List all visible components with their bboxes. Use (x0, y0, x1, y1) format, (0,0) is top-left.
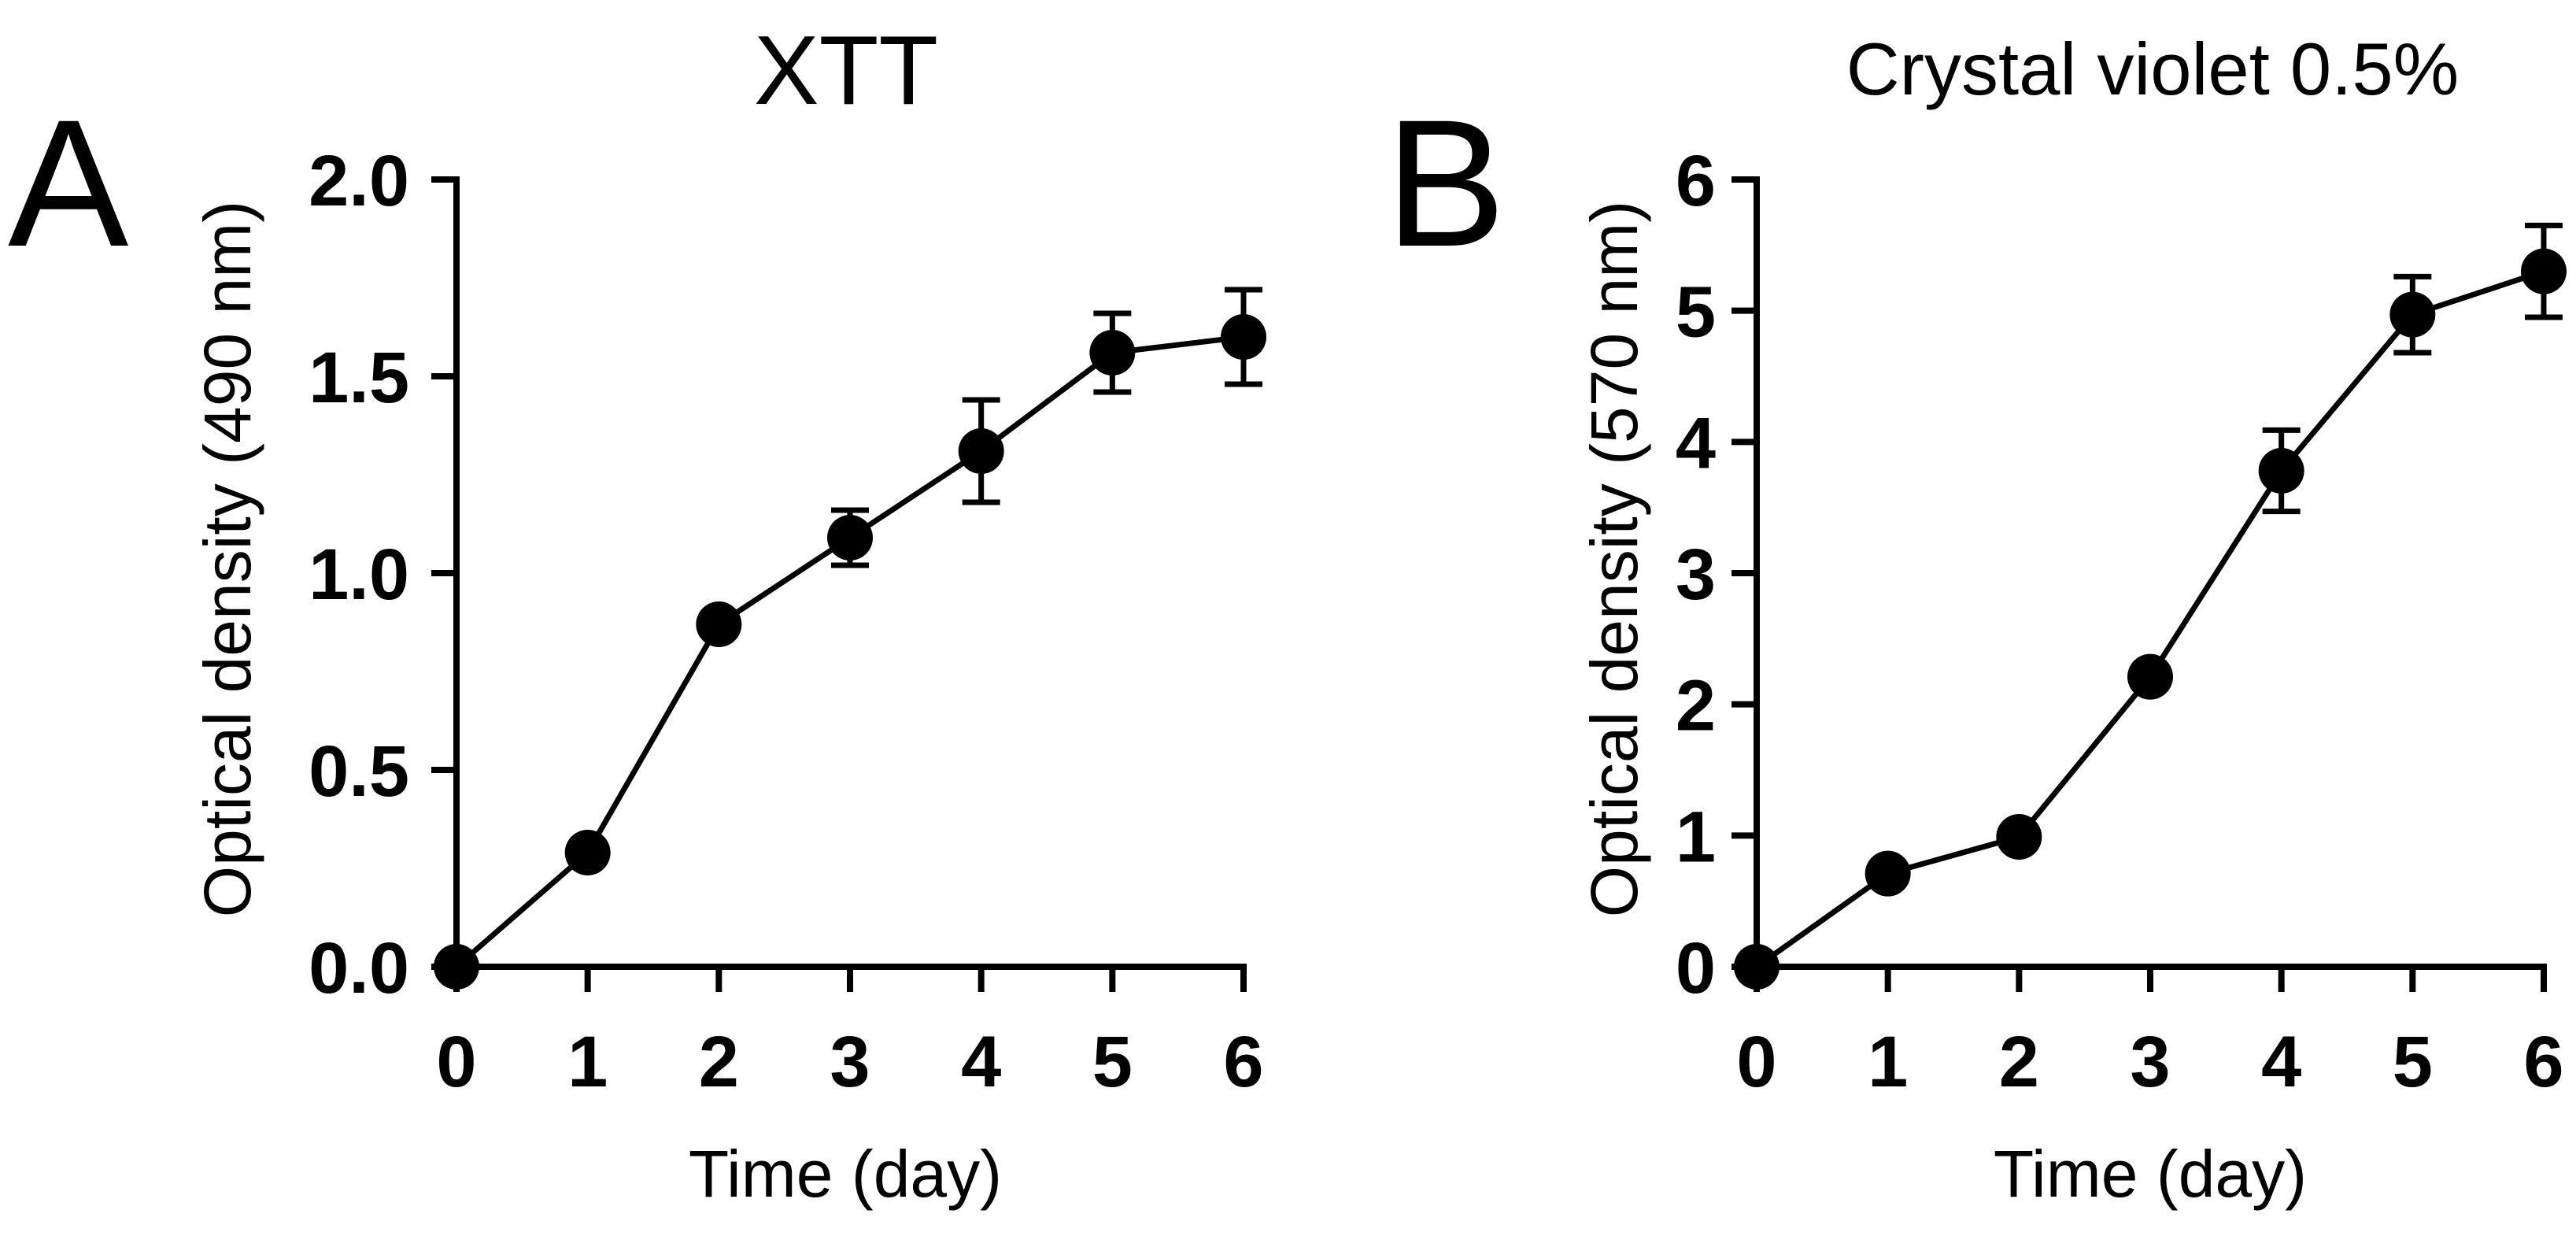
panel-a-data-point (1221, 314, 1266, 360)
panel-a-plot (434, 287, 1266, 990)
panel-b-data-point (2258, 448, 2304, 494)
panel-a-x-tick-label: 2 (699, 1022, 739, 1102)
panel-b-plot (1734, 222, 2567, 990)
panel-b-x-tick-label: 4 (2261, 1022, 2301, 1102)
panel-a-data-point (1089, 330, 1136, 376)
panel-a-title: XTT (754, 17, 938, 125)
panel-b-x-tick-label: 1 (1868, 1022, 1908, 1102)
panel-b-x-tick-label: 5 (2393, 1022, 2433, 1102)
panel-a-x-tick-label: 3 (830, 1022, 870, 1102)
panel-b-y-tick-label: 2 (1676, 666, 1716, 746)
panel-a-y-tick-label: 2.0 (309, 141, 409, 221)
panel-b-x-tick-label: 6 (2523, 1022, 2563, 1102)
panel-b-y-axis-label: Optical density (570 nm) (1577, 201, 1651, 917)
panel-b-data-point (1734, 944, 1780, 990)
panel-a-data-point (696, 601, 742, 647)
panel-b-x-tick-label: 0 (1736, 1022, 1776, 1102)
panel-a-data-point (827, 515, 873, 561)
panel-b-data-point (2521, 248, 2567, 294)
panel-a-chart: A XTT Optical density (490 nm) Time (day… (8, 17, 1266, 1211)
panel-a-x-tick-label: 0 (436, 1022, 476, 1102)
panel-a-y-tick-label: 0.5 (309, 731, 409, 812)
panel-b-data-point (2127, 653, 2173, 700)
panel-b-y-tick-label: 3 (1676, 535, 1716, 615)
panel-b-chart: B Crystal violet 0.5% Optical density (5… (1385, 28, 2567, 1211)
panel-a-x-axis-label: Time (day) (689, 1137, 1002, 1211)
panel-a-x-tick-label: 1 (567, 1022, 608, 1102)
panel-a-x-ticks: 0 1 2 3 4 5 6 (436, 967, 1264, 1102)
panel-b-x-axis-label: Time (day) (1994, 1137, 2307, 1211)
panel-a-y-axis-label: Optical density (490 nm) (190, 201, 264, 917)
panel-b-y-tick-label: 0 (1676, 928, 1716, 1008)
panel-b-y-tick-label: 1 (1676, 797, 1716, 877)
panel-b-x-ticks: 0 1 2 3 4 5 6 (1736, 967, 2564, 1102)
panel-a-y-tick-label: 0.0 (309, 928, 409, 1008)
panel-b-data-point (1865, 850, 1911, 897)
panel-a-y-tick-label: 1.0 (309, 535, 409, 615)
panel-a-y-ticks: 0.0 0.5 1.0 1.5 2.0 (309, 141, 456, 1008)
panel-b-y-tick-label: 5 (1676, 272, 1716, 353)
panel-b-data-point (1996, 814, 2042, 860)
panel-b-letter: B (1385, 82, 1506, 284)
panel-a-series-line (454, 334, 1244, 969)
panel-b-axes (1754, 176, 2547, 970)
panel-a-data-point (434, 944, 479, 990)
panel-b-y-tick-label: 4 (1676, 403, 1716, 483)
panel-a-x-tick-label: 6 (1223, 1022, 1263, 1102)
panel-b-y-tick-label: 6 (1676, 141, 1716, 221)
panel-a-x-tick-label: 4 (961, 1022, 1001, 1102)
panel-a-data-point (564, 830, 611, 875)
panel-b-title: Crystal violet 0.5% (1846, 28, 2459, 110)
panel-b-data-point (2389, 291, 2436, 338)
panel-b-x-tick-label: 2 (1999, 1022, 2039, 1102)
panel-b-x-tick-label: 3 (2130, 1022, 2170, 1102)
panel-b-y-ticks: 0 1 2 3 4 5 6 (1676, 141, 1757, 1008)
panel-a-y-tick-label: 1.5 (309, 338, 409, 418)
panel-a-x-tick-label: 5 (1092, 1022, 1133, 1102)
panel-a-letter: A (8, 82, 128, 284)
panel-a-data-point (958, 428, 1004, 474)
